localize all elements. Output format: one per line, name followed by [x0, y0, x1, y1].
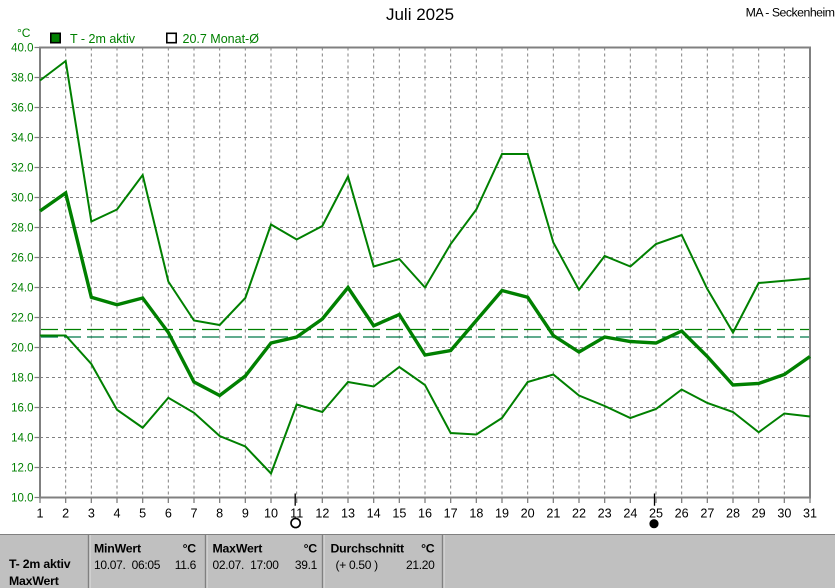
svg-text:10.07. 06:05: 10.07. 06:05	[94, 558, 161, 572]
svg-text:02.07. 17:00: 02.07. 17:00	[213, 558, 280, 572]
svg-text:18.0: 18.0	[11, 373, 33, 385]
svg-text:12: 12	[315, 506, 329, 520]
svg-text:9: 9	[242, 506, 249, 520]
svg-text:39.1: 39.1	[295, 558, 318, 572]
svg-text:T- 2m aktiv: T- 2m aktiv	[9, 557, 71, 571]
svg-text:20.7 Monat-Ø: 20.7 Monat-Ø	[183, 32, 260, 46]
svg-text:18: 18	[469, 506, 483, 520]
svg-text:3: 3	[88, 506, 95, 520]
svg-text:34.0: 34.0	[11, 133, 33, 145]
svg-text:12.0: 12.0	[11, 463, 33, 475]
svg-text:MaxWert: MaxWert	[213, 541, 263, 555]
svg-text:2: 2	[62, 506, 69, 520]
svg-text:°C: °C	[421, 541, 435, 555]
svg-text:23: 23	[598, 506, 612, 520]
svg-text:MA - Seckenheim: MA - Seckenheim	[746, 5, 835, 19]
svg-text:°C: °C	[304, 541, 318, 555]
svg-text:6: 6	[165, 506, 172, 520]
svg-text:MinWert: MinWert	[94, 541, 141, 555]
svg-text:10.0: 10.0	[11, 493, 33, 505]
svg-text:25: 25	[649, 506, 663, 520]
svg-text:13: 13	[341, 506, 355, 520]
svg-text:21.20: 21.20	[406, 558, 435, 572]
svg-text:Juli 2025: Juli 2025	[386, 5, 454, 24]
svg-text:36.0: 36.0	[11, 103, 33, 115]
svg-text:14.0: 14.0	[11, 433, 33, 445]
svg-text:MaxWert: MaxWert	[9, 574, 59, 588]
svg-text:Durchschnitt: Durchschnitt	[331, 541, 405, 555]
svg-text:26.0: 26.0	[11, 253, 33, 265]
svg-text:8: 8	[216, 506, 223, 520]
svg-text:28.0: 28.0	[11, 223, 33, 235]
svg-text:31: 31	[803, 506, 817, 520]
svg-text:19: 19	[495, 506, 509, 520]
svg-text:27: 27	[700, 506, 714, 520]
svg-text:7: 7	[190, 506, 197, 520]
svg-text:30.0: 30.0	[11, 193, 33, 205]
svg-text:20: 20	[521, 506, 535, 520]
svg-text:T - 2m aktiv: T - 2m aktiv	[70, 32, 136, 46]
svg-text:16: 16	[418, 506, 432, 520]
svg-text:°C: °C	[183, 541, 197, 555]
svg-text:40.0: 40.0	[11, 43, 33, 55]
svg-text:1: 1	[36, 506, 43, 520]
svg-text:22: 22	[572, 506, 586, 520]
svg-text:11: 11	[290, 506, 303, 520]
svg-text:26: 26	[675, 506, 689, 520]
svg-text:16.0: 16.0	[11, 403, 33, 415]
svg-text:24: 24	[623, 506, 637, 520]
svg-text:28: 28	[726, 506, 740, 520]
svg-text:30: 30	[777, 506, 791, 520]
svg-text:4: 4	[113, 506, 120, 520]
svg-text:17: 17	[444, 506, 458, 520]
svg-text:22.0: 22.0	[11, 313, 33, 325]
svg-text:15: 15	[392, 506, 406, 520]
svg-text:24.0: 24.0	[11, 283, 33, 295]
svg-text:10: 10	[264, 506, 278, 520]
svg-text:38.0: 38.0	[11, 73, 33, 85]
svg-text:20.0: 20.0	[11, 343, 33, 355]
svg-text:5: 5	[139, 506, 146, 520]
svg-text:29: 29	[752, 506, 766, 520]
svg-text:14: 14	[367, 506, 381, 520]
svg-text:21: 21	[546, 506, 560, 520]
svg-text:°C: °C	[17, 26, 31, 40]
svg-text:(+ 0.50 ): (+ 0.50 )	[336, 558, 379, 572]
svg-text:32.0: 32.0	[11, 163, 33, 175]
svg-text:11.6: 11.6	[175, 558, 197, 572]
